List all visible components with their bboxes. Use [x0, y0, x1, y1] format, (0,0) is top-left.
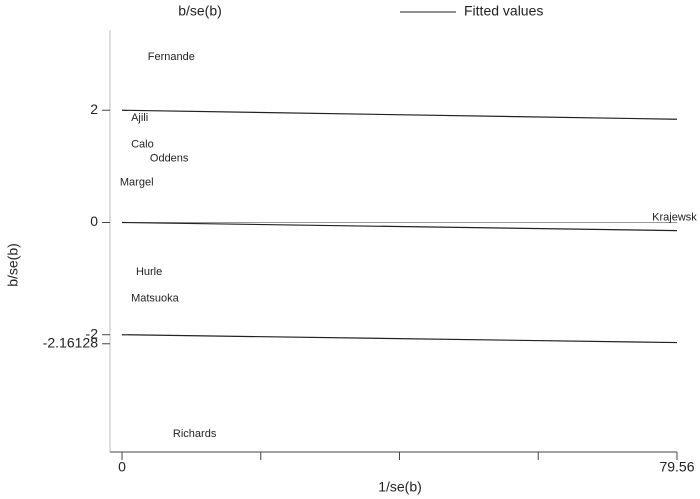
- x-tick-label: 0: [118, 459, 126, 475]
- point-label: Fernande: [148, 51, 195, 63]
- legend-label: Fitted values: [464, 3, 543, 19]
- point-label: Krajewsk: [652, 211, 697, 223]
- band-line: [121, 109, 678, 120]
- point-label: Richards: [173, 428, 217, 440]
- point-label: Margel: [120, 177, 154, 189]
- x-axis-title: 1/se(b): [378, 479, 422, 495]
- y-tick-label: 2: [90, 101, 98, 117]
- point-label: Hurle: [136, 266, 162, 278]
- y-axis-title: b/se(b): [5, 243, 21, 287]
- legend-label: b/se(b): [178, 3, 222, 19]
- y-tick-label: -2: [86, 325, 99, 341]
- point-label: Oddens: [150, 152, 189, 164]
- point-label: Ajili: [131, 112, 148, 124]
- y-tick-label: 0: [90, 213, 98, 229]
- y-tick-label: -2.16128: [43, 334, 98, 350]
- band-line: [121, 334, 678, 344]
- fitted-line: [121, 221, 678, 232]
- point-label: Calo: [131, 138, 154, 150]
- point-label: Matsuoka: [131, 293, 180, 305]
- x-tick-label: 79.56: [659, 459, 694, 475]
